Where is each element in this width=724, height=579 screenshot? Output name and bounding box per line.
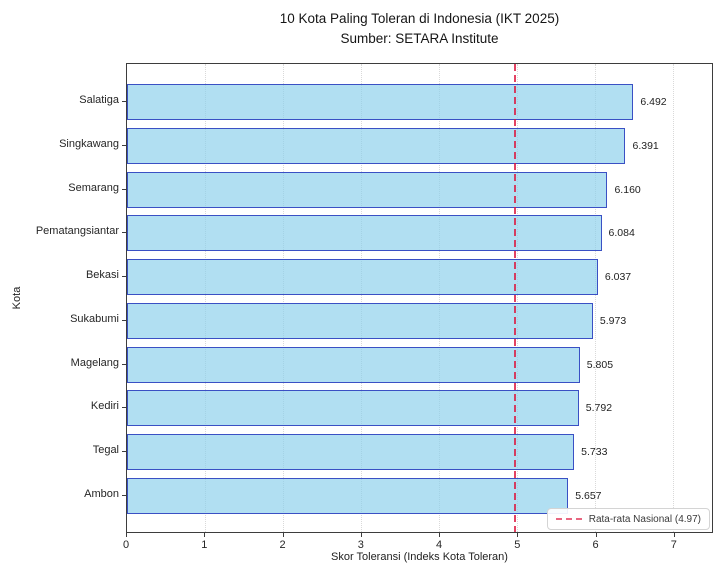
x-tick-mark xyxy=(360,533,362,537)
bar-value-label: 6.391 xyxy=(632,139,659,152)
bar-pematangsiantar xyxy=(127,215,602,252)
y-tick-mark xyxy=(122,232,126,234)
bar-value-label: 5.792 xyxy=(585,402,613,415)
gridline xyxy=(205,64,206,532)
x-tick-label: 1 xyxy=(201,539,208,551)
x-tick-label: 4 xyxy=(436,539,443,551)
bar-semarang xyxy=(127,171,608,208)
y-tick-label-tegal: Tegal xyxy=(92,444,119,457)
y-tick-label-magelang: Magelang xyxy=(70,356,119,369)
y-tick-mark xyxy=(122,101,126,102)
x-tick-mark xyxy=(439,533,441,537)
y-tick-label-singkawang: Singkawang xyxy=(59,137,119,150)
bar-bekasi xyxy=(127,259,598,296)
y-tick-label-sukabumi: Sukabumi xyxy=(70,312,119,325)
x-tick-mark xyxy=(282,533,284,537)
gridline xyxy=(361,64,362,532)
y-tick-label-kediri: Kediri xyxy=(90,400,119,413)
y-tick-mark xyxy=(122,188,126,190)
x-tick-mark xyxy=(517,533,519,537)
x-tick-label: 2 xyxy=(279,539,286,551)
x-tick-label: 0 xyxy=(122,539,130,551)
y-tick-label-ambon: Ambon xyxy=(84,488,119,501)
y-tick-mark xyxy=(122,407,126,409)
bar-value-label: 6.084 xyxy=(608,227,635,240)
x-tick-label: 5 xyxy=(514,539,521,551)
bar-ambon xyxy=(127,478,569,515)
gridline xyxy=(673,64,674,532)
y-tick-label-salatiga: Salatiga xyxy=(79,94,119,106)
y-tick-mark xyxy=(122,144,126,146)
x-tick-label: 3 xyxy=(357,539,364,551)
bar-magelang xyxy=(127,346,580,383)
bar-value-label: 6.037 xyxy=(604,271,632,284)
y-tick-label-bekasi: Bekasi xyxy=(85,269,119,282)
bar-sukabumi xyxy=(127,302,593,339)
bar-value-label: 5.657 xyxy=(575,490,602,503)
dashed-line-icon xyxy=(555,518,582,520)
y-axis-label: Kota xyxy=(11,286,23,310)
x-tick-label: 7 xyxy=(670,539,677,551)
y-tick-mark xyxy=(122,319,126,321)
gridline xyxy=(439,64,440,532)
bar-value-label: 5.973 xyxy=(599,314,627,327)
x-tick-mark xyxy=(673,533,675,537)
x-tick-mark xyxy=(595,533,597,537)
bar-value-label: 5.733 xyxy=(581,446,608,459)
bar-kediri xyxy=(127,390,579,427)
x-axis-label: Skor Toleransi (Indeks Kota Toleran) xyxy=(331,551,508,563)
bar-singkawang xyxy=(127,127,626,164)
legend: Rata-rata Nasional (4.97) xyxy=(546,508,710,530)
x-tick-mark xyxy=(126,533,127,537)
chart-subtitle: Sumber: SETARA Institute xyxy=(340,30,499,46)
national-average-reference-line xyxy=(513,64,516,532)
bar-value-label: 6.492 xyxy=(640,96,667,108)
bar-tegal xyxy=(127,434,575,471)
bar-value-label: 5.805 xyxy=(586,358,614,371)
gridline xyxy=(283,64,284,532)
chart-title-line: 10 Kota Paling Toleran di Indonesia (IKT… xyxy=(279,11,560,26)
x-tick-label: 6 xyxy=(592,539,599,551)
y-tick-mark xyxy=(122,495,126,497)
bar-salatiga xyxy=(127,84,634,120)
y-tick-mark xyxy=(122,276,126,278)
y-tick-mark xyxy=(122,363,126,365)
y-tick-label-semarang: Semarang xyxy=(68,181,119,194)
gridline xyxy=(595,64,596,532)
y-tick-mark xyxy=(122,451,126,453)
bar-value-label: 6.160 xyxy=(614,183,641,196)
x-tick-mark xyxy=(204,533,206,537)
y-tick-label-pematangsiantar: Pematangsiantar xyxy=(35,225,119,238)
legend-label: Rata-rata Nasional (4.97) xyxy=(588,513,701,525)
chart-title: 10 Kota Paling Toleran di Indonesia (IKT… xyxy=(126,9,713,48)
gridline xyxy=(517,64,518,532)
plot-area: 6.492 6.391 6.160 6.084 6.037 5.973 5.805 5.792… xyxy=(126,63,713,533)
